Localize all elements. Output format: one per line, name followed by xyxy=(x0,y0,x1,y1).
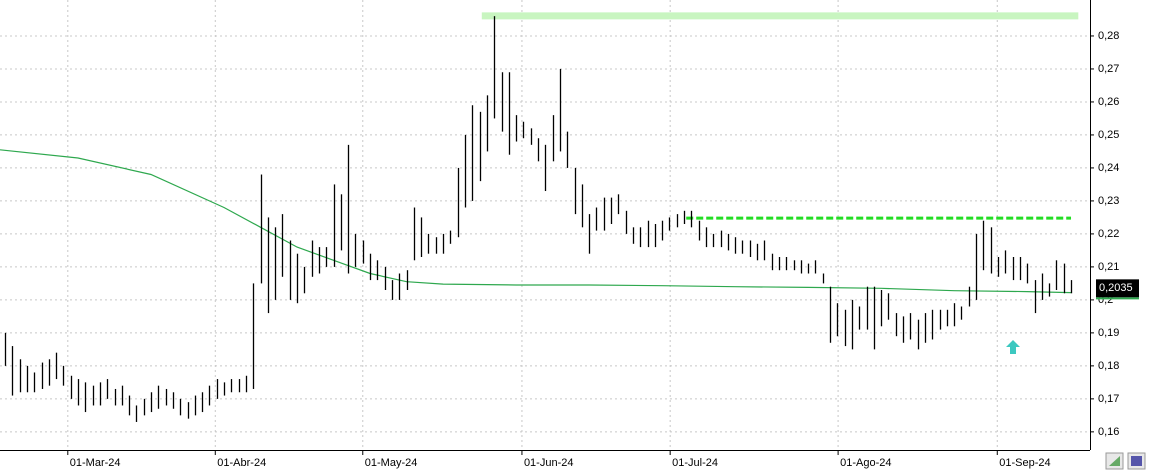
x-tick-label: 01-Jul-24 xyxy=(672,457,718,469)
y-tick-label: 0,23 xyxy=(1098,195,1119,207)
y-tick-label: 0,22 xyxy=(1098,228,1119,240)
x-tick-label: 01-May-24 xyxy=(365,457,418,469)
x-tick-label: 01-Mar-24 xyxy=(70,457,121,469)
y-tick-label: 0,17 xyxy=(1098,393,1119,405)
moving-average xyxy=(0,149,1072,294)
y-tick-label: 0,26 xyxy=(1098,96,1119,108)
x-tick-label: 01-Sep-24 xyxy=(999,457,1050,469)
x-tick-label: 01-Jun-24 xyxy=(524,457,574,469)
y-tick-label: 0,21 xyxy=(1098,261,1119,273)
toolbar xyxy=(1105,452,1146,470)
y-tick-label: 0,27 xyxy=(1098,63,1119,75)
save-icon xyxy=(1131,456,1142,466)
y-tick-label: 0,18 xyxy=(1098,360,1119,372)
zoom-icon xyxy=(1109,456,1120,466)
x-tick-label: 01-Ago-24 xyxy=(840,457,891,469)
y-tick-label: 0,28 xyxy=(1098,30,1119,42)
x-tick-label: 01-Abr-24 xyxy=(217,457,266,469)
y-tick-label: 0,16 xyxy=(1098,426,1119,438)
y-tick-label: 0,25 xyxy=(1098,129,1119,141)
y-tick-label: 0,19 xyxy=(1098,327,1119,339)
last-price-box xyxy=(1096,279,1139,298)
signal-arrow xyxy=(1006,340,1020,354)
last-price-label: 0,2035 xyxy=(1099,282,1133,294)
y-tick-label: 0,24 xyxy=(1098,162,1119,174)
